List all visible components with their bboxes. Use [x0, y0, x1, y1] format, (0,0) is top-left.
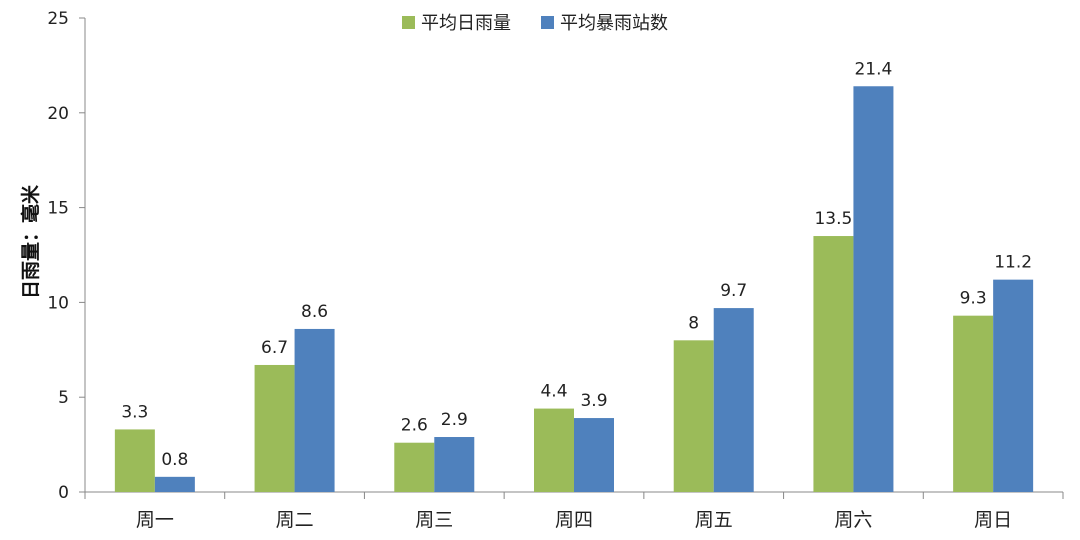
x-category-label: 周四	[555, 509, 593, 531]
x-category-label: 周三	[415, 509, 453, 531]
data-label: 8.6	[301, 302, 328, 322]
legend-swatch-series-1	[402, 16, 415, 29]
y-tick-label: 5	[58, 388, 69, 408]
legend-label-series-1: 平均日雨量	[421, 13, 511, 34]
x-category-label: 周六	[834, 509, 872, 531]
data-label: 13.5	[814, 209, 852, 229]
data-label: 4.4	[540, 382, 567, 402]
data-label: 2.9	[441, 410, 468, 430]
data-label: 3.9	[580, 391, 607, 411]
y-tick-label: 0	[58, 483, 69, 503]
bar-stations	[294, 328, 335, 492]
x-category-label: 周二	[276, 509, 314, 531]
plot-area: 0 5 10 15 20 25 周一 3.3 0.8 周二 6.7 8.6 周三 2.6 2.9 周四 4.4 3…	[47, 9, 1064, 531]
x-category-label: 周一	[136, 509, 174, 531]
bar-rainfall	[114, 429, 155, 492]
bar-stations	[434, 437, 475, 492]
bar-rainfall	[254, 364, 295, 492]
y-tick-label: 25	[47, 9, 69, 29]
legend-swatch-series-2	[541, 16, 554, 29]
bar-stations	[574, 418, 614, 492]
data-label: 0.8	[161, 450, 188, 470]
data-label: 11.2	[994, 253, 1032, 273]
data-label: 6.7	[261, 338, 288, 358]
y-tick-label: 10	[47, 293, 69, 313]
y-tick-label: 15	[47, 199, 69, 219]
data-label: 8	[688, 313, 699, 333]
bar-stations	[713, 308, 754, 492]
legend-label-series-2: 平均暴雨站数	[560, 13, 668, 34]
bar-rainfall	[813, 236, 854, 492]
data-label: 9.7	[720, 281, 747, 301]
bar-rainfall	[953, 315, 994, 492]
x-category-label: 周五	[695, 509, 733, 531]
y-axis-label: 日雨量：毫米	[19, 184, 42, 299]
data-label: 3.3	[121, 402, 148, 422]
y-tick-label: 20	[47, 104, 69, 124]
data-label: 9.3	[960, 289, 987, 309]
bar-rainfall	[534, 408, 574, 492]
bar-rainfall	[673, 340, 714, 492]
data-label: 21.4	[854, 59, 892, 79]
x-category-label: 周日	[974, 509, 1012, 531]
bar-stations	[993, 279, 1034, 492]
data-label: 2.6	[401, 416, 428, 436]
bar-stations	[154, 476, 195, 492]
legend: 平均日雨量 平均暴雨站数	[402, 13, 668, 34]
bar-stations	[853, 86, 894, 493]
bar-rainfall	[394, 442, 435, 492]
